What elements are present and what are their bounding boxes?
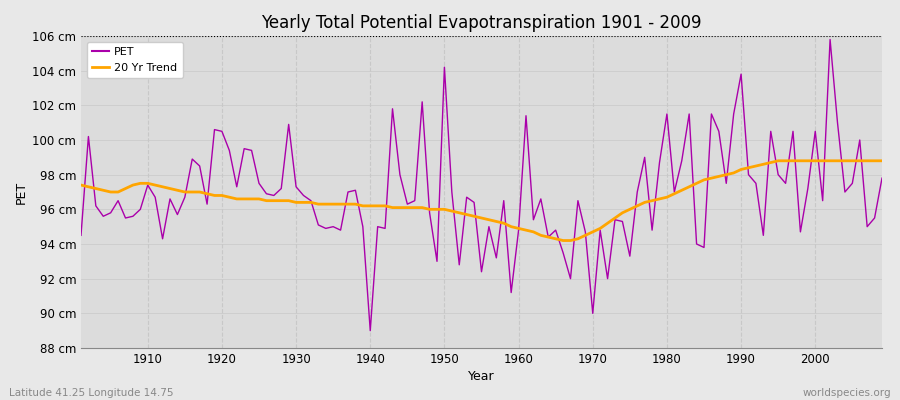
Title: Yearly Total Potential Evapotranspiration 1901 - 2009: Yearly Total Potential Evapotranspiratio… [261,14,702,32]
Legend: PET, 20 Yr Trend: PET, 20 Yr Trend [86,42,183,78]
Text: worldspecies.org: worldspecies.org [803,388,891,398]
Text: Latitude 41.25 Longitude 14.75: Latitude 41.25 Longitude 14.75 [9,388,174,398]
Y-axis label: PET: PET [15,180,28,204]
X-axis label: Year: Year [468,370,495,383]
